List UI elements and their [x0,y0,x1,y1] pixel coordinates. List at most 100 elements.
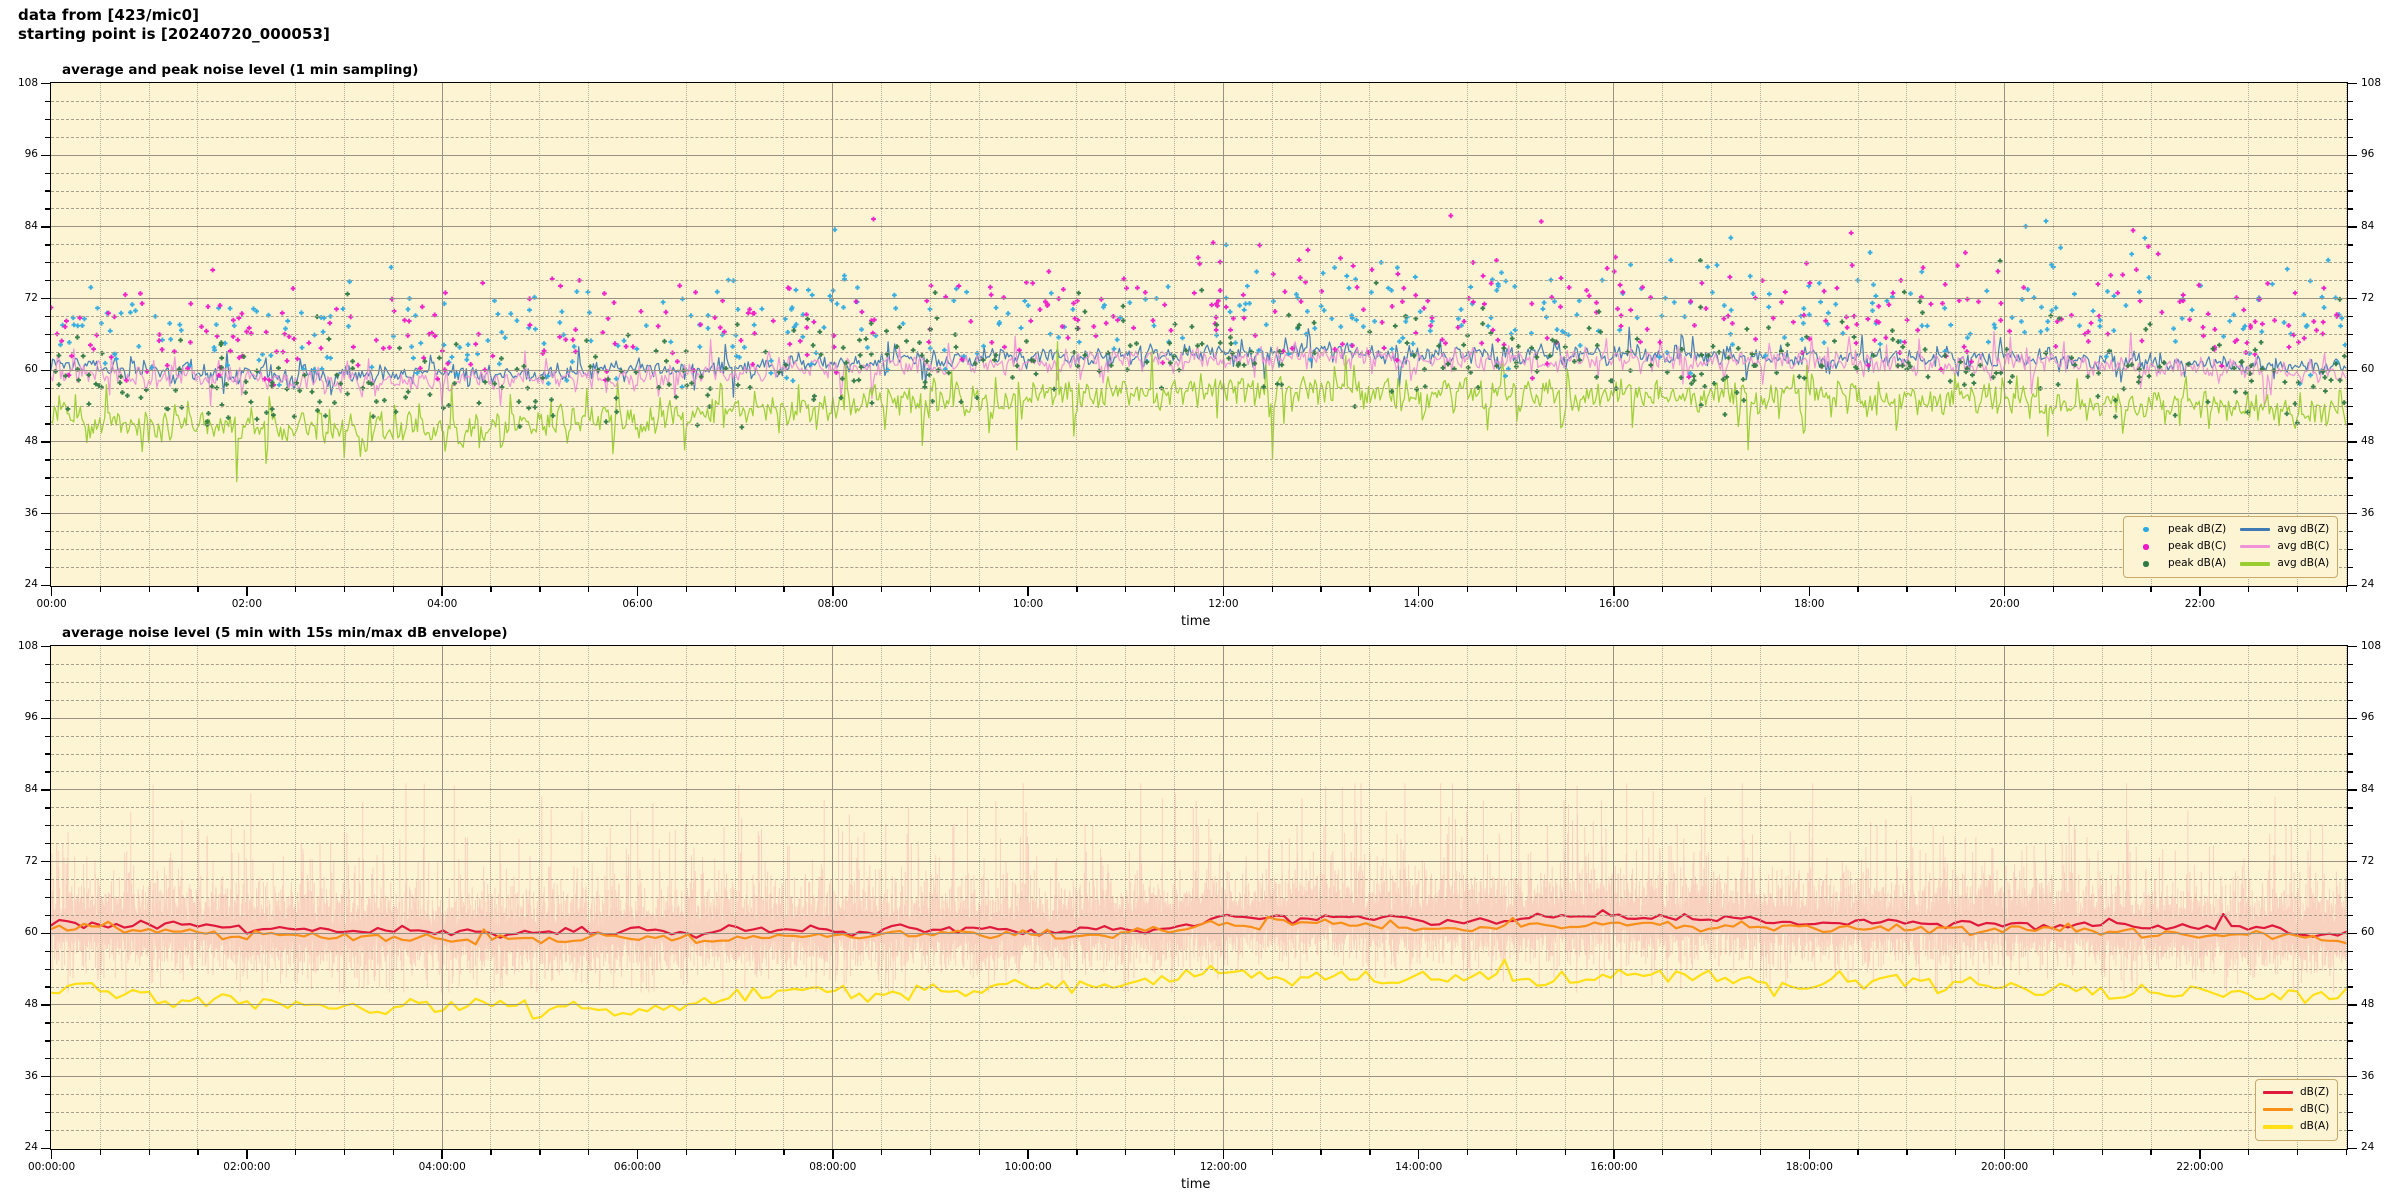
axis-tick-minor [45,735,50,737]
axis-tick [41,82,50,85]
axis-tick [2348,297,2357,300]
legend-item[interactable]: avg dB(A) [2240,556,2329,571]
legend-line-swatch [2263,1108,2293,1112]
axis-tick-minor [295,1150,297,1155]
axis-tick [41,226,50,228]
legend-item[interactable]: avg dB(C) [2240,539,2329,554]
legend-line-swatch [2240,562,2271,566]
legend-item[interactable]: avg dB(Z) [2240,522,2329,537]
axis-tick-minor [45,423,50,425]
axis-tick-minor [45,1129,50,1132]
x-axis-tick-label: 04:00 [427,598,458,610]
axis-tick [41,584,50,587]
legend-item-label: peak dB(Z) [2168,523,2227,535]
y-axis-tick-label-right: 60 [2361,363,2375,376]
axis-tick-minor [539,587,541,592]
axis-tick [41,1075,50,1078]
x-axis-tick-label: 10:00:00 [1004,1161,1052,1173]
axis-tick [41,789,50,791]
axis-tick-minor [2348,1093,2353,1096]
axis-tick-minor [45,1022,50,1024]
axis-tick-minor [2348,1129,2353,1132]
x-axis-tick-label: 08:00 [817,598,848,610]
chart-bottom-legend[interactable]: dB(Z) dB(C) dB(A) [2255,1079,2339,1141]
chart-bottom-title: average noise level (5 min with 15s min/… [62,625,508,641]
chart-bottom-plot-area [50,645,2348,1150]
axis-tick-minor [2348,950,2353,952]
axis-tick-minor [2348,807,2353,809]
axis-tick-minor [2348,566,2353,569]
axis-tick [50,587,53,596]
y-axis-tick-label-right: 108 [2361,639,2382,652]
axis-tick-minor [2348,878,2353,881]
axis-tick [1027,587,1029,596]
legend-item[interactable]: dB(C) [2263,1102,2329,1117]
axis-tick-minor [490,587,492,592]
axis-tick-minor [1466,1150,1469,1155]
x-axis-tick-label: 20:00:00 [1981,1161,2029,1173]
axis-tick-minor [1320,587,1322,592]
axis-tick-minor [295,587,297,592]
legend-dot-swatch [2131,561,2161,567]
chart-top-title: average and peak noise level (1 min samp… [62,62,419,78]
legend-line-swatch [2240,545,2271,549]
legend-item[interactable]: peak dB(Z) [2131,522,2226,537]
axis-tick [41,1147,50,1150]
axis-tick-minor [2052,1150,2055,1155]
axis-tick-minor [1759,587,1762,592]
legend-item[interactable]: peak dB(A) [2131,556,2226,571]
axis-tick-minor [2248,587,2250,592]
y-axis-tick-label-left: 72 [24,291,38,304]
axis-tick-minor [2348,1040,2353,1042]
axis-tick-minor [392,587,395,592]
axis-tick-minor [45,566,50,569]
axis-tick-minor [1271,587,1273,592]
legend-item[interactable]: peak dB(C) [2131,539,2226,554]
axis-tick-minor [1662,587,1664,592]
axis-tick [2348,717,2357,720]
axis-tick [1027,1150,1029,1159]
y-axis-tick-label-left: 24 [24,1141,38,1154]
legend-item[interactable]: dB(A) [2263,1119,2329,1134]
x-axis-tick-label: 02:00:00 [223,1161,271,1173]
axis-tick [832,1150,834,1159]
axis-tick-minor [2348,771,2353,773]
axis-tick-minor [45,459,50,461]
x-axis-tick-label: 00:00 [36,598,67,610]
axis-tick-minor [2348,968,2353,970]
x-axis-tick-label: 22:00 [2184,598,2216,610]
axis-tick-minor [148,587,150,592]
header-data-source: data from [423/mic0] [18,6,200,24]
axis-tick-minor [880,587,883,592]
axis-tick [1808,587,1811,596]
x-axis-tick-label: 12:00 [1208,598,1239,610]
axis-tick-minor [2348,495,2353,497]
axis-tick-minor [2348,459,2353,461]
axis-tick-minor [45,280,50,282]
axis-tick-minor [2348,699,2353,701]
legend-column-left: peak dB(Z) peak dB(C) peak dB(A) [2131,522,2226,572]
axis-tick-minor [45,530,50,533]
axis-tick-minor [2348,172,2353,174]
x-axis-tick-label: 18:00 [1794,598,1825,610]
axis-tick-minor [539,1150,541,1155]
axis-tick-minor [1515,1150,1517,1155]
axis-tick-minor [45,663,50,666]
axis-tick [1613,587,1615,596]
axis-tick-minor [2345,587,2348,592]
axis-tick [2348,441,2357,443]
axis-tick-minor [45,387,50,389]
x-axis-tick-label: 12:00:00 [1199,1161,1247,1173]
axis-tick-minor [2052,587,2055,592]
axis-tick-minor [45,699,50,701]
legend-item[interactable]: dB(Z) [2263,1085,2329,1100]
chart-top-plot-area [50,82,2348,587]
axis-tick-minor [1271,1150,1273,1155]
axis-tick-minor [978,587,980,592]
axis-tick-minor [1076,1150,1078,1155]
axis-tick-minor [1955,587,1957,592]
axis-tick [1222,1150,1225,1159]
chart-top-legend[interactable]: peak dB(Z) peak dB(C) peak dB(A) avg dB(Z) a… [2123,516,2339,578]
axis-tick-minor [45,968,50,970]
axis-tick-minor [2348,387,2353,389]
